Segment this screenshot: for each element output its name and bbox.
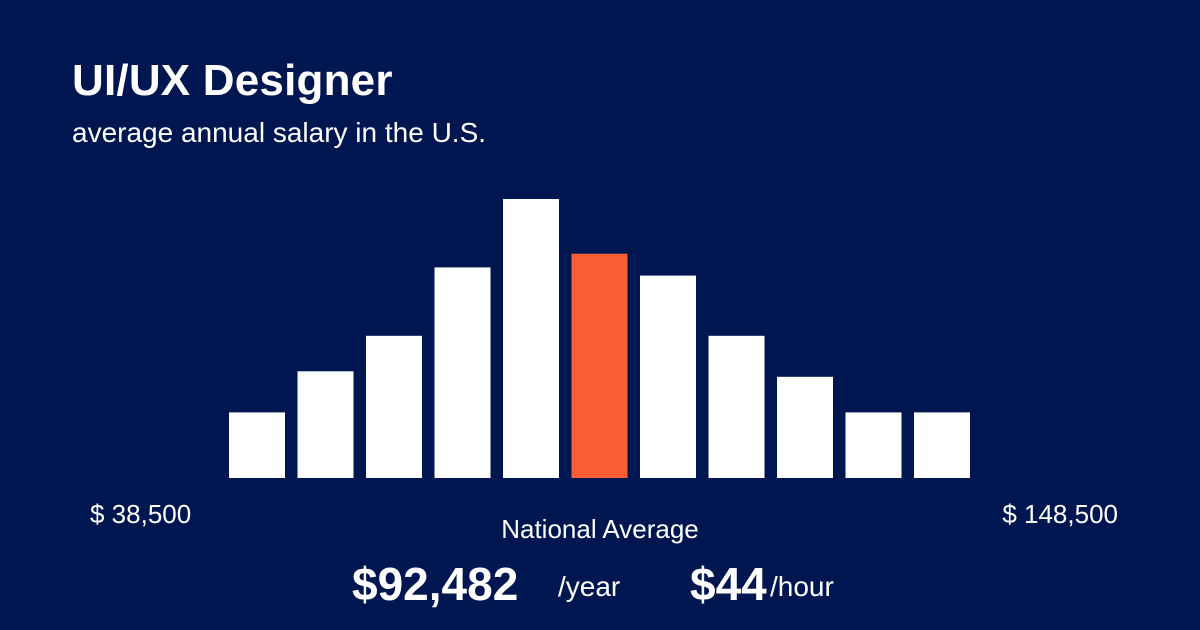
histogram-bar-average [571,253,628,478]
hourly-unit: /hour [770,571,834,602]
histogram-bar [297,371,354,478]
histogram-bar [914,412,970,478]
range-min-label: $ 38,500 [90,499,192,529]
histogram-bar [434,267,491,478]
histogram-bar [708,335,765,478]
yearly-salary-value: $92,482 [352,558,519,610]
histogram-bar [366,335,422,478]
histogram-bar [229,412,285,478]
range-max-label: $ 148,500 [1002,499,1118,529]
histogram-bar [503,199,559,478]
histogram-bar [777,376,833,478]
histogram-bar [640,275,696,478]
page-title: UI/UX Designer [72,56,393,105]
hourly-wage-value: $44 [690,558,767,610]
national-average-label: National Average [501,514,699,544]
yearly-unit: /year [558,571,621,602]
salary-histogram [229,199,970,478]
histogram-bar [845,412,902,478]
page-subtitle: average annual salary in the U.S. [72,117,487,148]
